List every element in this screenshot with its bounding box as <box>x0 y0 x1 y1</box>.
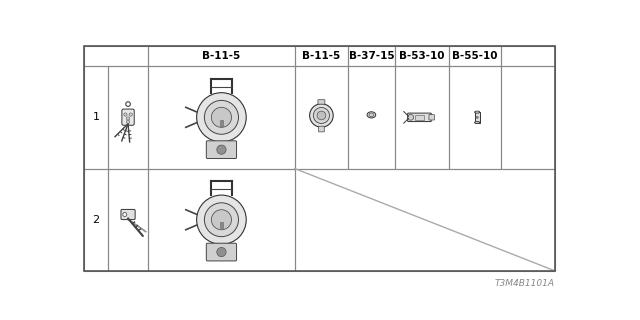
Bar <box>395 46 449 66</box>
Bar <box>501 66 555 169</box>
Text: B-53-10: B-53-10 <box>399 51 445 61</box>
Bar <box>220 120 223 126</box>
FancyBboxPatch shape <box>206 141 237 158</box>
Ellipse shape <box>367 112 376 118</box>
Bar <box>449 46 501 66</box>
Text: B-55-10: B-55-10 <box>452 51 498 61</box>
Bar <box>294 169 555 271</box>
Circle shape <box>310 104 333 127</box>
Bar <box>148 46 294 66</box>
Bar <box>294 66 348 169</box>
Circle shape <box>317 111 326 120</box>
Circle shape <box>129 113 132 116</box>
Text: 2: 2 <box>92 215 99 225</box>
Bar <box>395 66 449 169</box>
Bar <box>348 66 395 169</box>
Bar <box>108 66 148 169</box>
Text: B-11-5: B-11-5 <box>302 51 340 61</box>
Circle shape <box>314 108 330 124</box>
Circle shape <box>204 100 239 134</box>
Text: 1: 1 <box>92 112 99 122</box>
Bar <box>84 46 148 66</box>
Circle shape <box>476 116 478 118</box>
Circle shape <box>211 107 232 127</box>
Bar <box>415 115 424 120</box>
Bar <box>84 66 108 169</box>
Circle shape <box>204 203 239 237</box>
Text: B-11-5: B-11-5 <box>202 51 241 61</box>
Ellipse shape <box>475 122 480 124</box>
Bar <box>148 66 294 169</box>
Text: B-37-15: B-37-15 <box>349 51 394 61</box>
Circle shape <box>123 212 127 216</box>
FancyBboxPatch shape <box>122 109 134 125</box>
FancyBboxPatch shape <box>206 243 237 261</box>
Bar <box>501 46 555 66</box>
Circle shape <box>127 117 130 120</box>
Bar <box>475 112 480 123</box>
Bar <box>108 169 148 271</box>
Circle shape <box>127 120 130 124</box>
Bar <box>294 46 348 66</box>
Circle shape <box>196 93 246 142</box>
FancyBboxPatch shape <box>408 113 431 122</box>
Ellipse shape <box>369 113 374 117</box>
Bar <box>84 169 108 271</box>
FancyBboxPatch shape <box>319 126 324 132</box>
FancyBboxPatch shape <box>121 209 135 220</box>
Circle shape <box>217 247 226 257</box>
Circle shape <box>196 195 246 244</box>
Bar <box>348 46 395 66</box>
Bar <box>148 169 294 271</box>
Ellipse shape <box>475 111 480 113</box>
Circle shape <box>211 210 232 230</box>
FancyBboxPatch shape <box>429 115 435 120</box>
FancyBboxPatch shape <box>318 100 325 104</box>
Circle shape <box>408 115 413 120</box>
Bar <box>449 66 501 169</box>
Text: T3M4B1101A: T3M4B1101A <box>495 279 555 288</box>
Bar <box>220 222 223 228</box>
Circle shape <box>217 145 226 154</box>
Circle shape <box>124 113 127 116</box>
